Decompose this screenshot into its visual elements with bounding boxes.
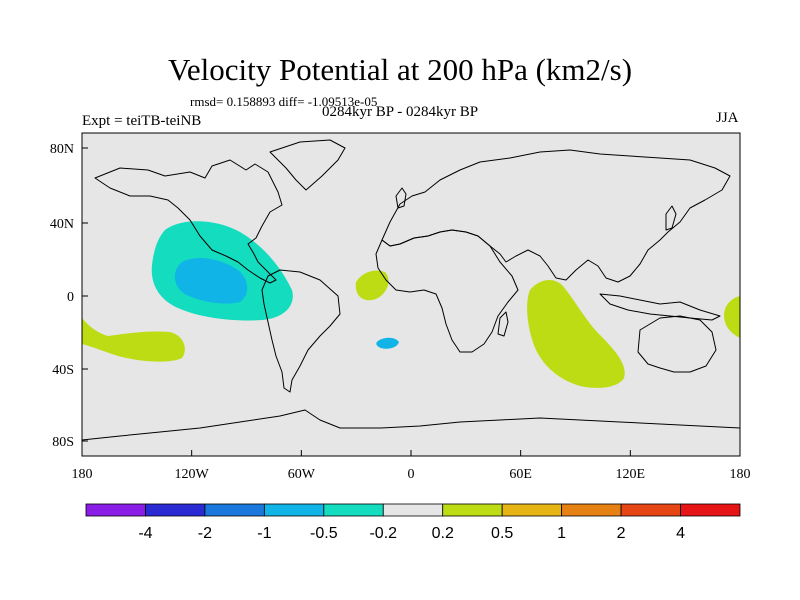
- colorbar-swatch: [382, 503, 444, 517]
- north-america-coast: [94, 159, 283, 284]
- colorbar-label: 0.2: [432, 525, 454, 542]
- stats-line: rmsd= 0.158893 diff= -1.09513e-05: [190, 94, 378, 109]
- anomaly-south-atlantic-negative: [376, 337, 399, 349]
- colorbar-swatch: [620, 503, 681, 517]
- x-tick-label: 120E: [616, 467, 646, 482]
- colorbar-label: 0.5: [491, 525, 513, 542]
- page-title: Velocity Potential at 200 hPa (km2/s): [167, 52, 633, 87]
- colorbar-swatch: [501, 503, 563, 517]
- y-tick-label: 80S: [52, 435, 74, 450]
- colorbar-swatch: [680, 503, 741, 517]
- x-tick-label: 120W: [175, 467, 210, 482]
- y-tick-label: 40N: [50, 217, 74, 232]
- colorbar-label: -4: [138, 525, 152, 542]
- colorbar-label: -2: [198, 525, 212, 542]
- greenland-coast: [269, 139, 346, 191]
- colorbar-swatch: [204, 503, 265, 517]
- colorbar-swatch: [442, 503, 503, 517]
- coastlines: [81, 139, 741, 441]
- y-tick-label: 80N: [50, 142, 74, 157]
- colorbar-label: 1: [557, 525, 566, 542]
- colorbar: -4 -2 -1 -0.5 -0.2 0.2 0.5 1 2 4: [85, 503, 741, 542]
- period-label: 0284kyr BP - 0284kyr BP: [322, 104, 479, 120]
- colorbar-swatch: [323, 503, 384, 517]
- colorbar-swatch: [561, 503, 622, 517]
- colorbar-swatch: [263, 503, 325, 517]
- x-axis-ticks: 180 120W 60W 0 60E 120E 180: [72, 450, 751, 482]
- antarctica-coast: [81, 409, 741, 441]
- y-axis-ticks: 80N 40N 0 40S 80S: [50, 142, 88, 450]
- y-tick-label: 40S: [52, 363, 74, 378]
- x-tick-label: 60E: [509, 467, 532, 482]
- anomaly-east-pacific-core: [174, 258, 248, 304]
- anomaly-equatorial-atlantic-positive: [355, 270, 389, 301]
- australia-coast: [637, 315, 717, 373]
- indonesia-coast: [599, 293, 721, 321]
- colorbar-label: -0.2: [369, 525, 397, 542]
- anomaly-south-pacific-positive: [82, 318, 185, 362]
- x-tick-label: 180: [72, 467, 93, 482]
- x-tick-label: 180: [730, 467, 751, 482]
- colorbar-label: 2: [617, 525, 626, 542]
- colorbar-label: -1: [257, 525, 271, 542]
- south-america-coast: [261, 269, 341, 393]
- anomaly-indian-ocean-positive: [527, 279, 625, 388]
- colorbar-swatch: [85, 503, 146, 517]
- season-label: JJA: [716, 110, 739, 126]
- madagascar-coast: [497, 311, 509, 337]
- colorbar-label: -0.5: [310, 525, 338, 542]
- y-tick-label: 0: [67, 290, 74, 305]
- anomaly-west-pacific-positive: [724, 296, 740, 338]
- africa-coast: [375, 229, 519, 353]
- uk-coast: [395, 187, 407, 209]
- experiment-label: Expt = teiTB-teiNB: [82, 113, 202, 129]
- colorbar-swatch: [145, 503, 206, 517]
- x-tick-label: 0: [408, 467, 415, 482]
- anomaly-layer: [82, 221, 740, 388]
- x-tick-label: 60W: [288, 467, 316, 482]
- colorbar-label: 4: [676, 525, 685, 542]
- japan-coast: [665, 205, 677, 231]
